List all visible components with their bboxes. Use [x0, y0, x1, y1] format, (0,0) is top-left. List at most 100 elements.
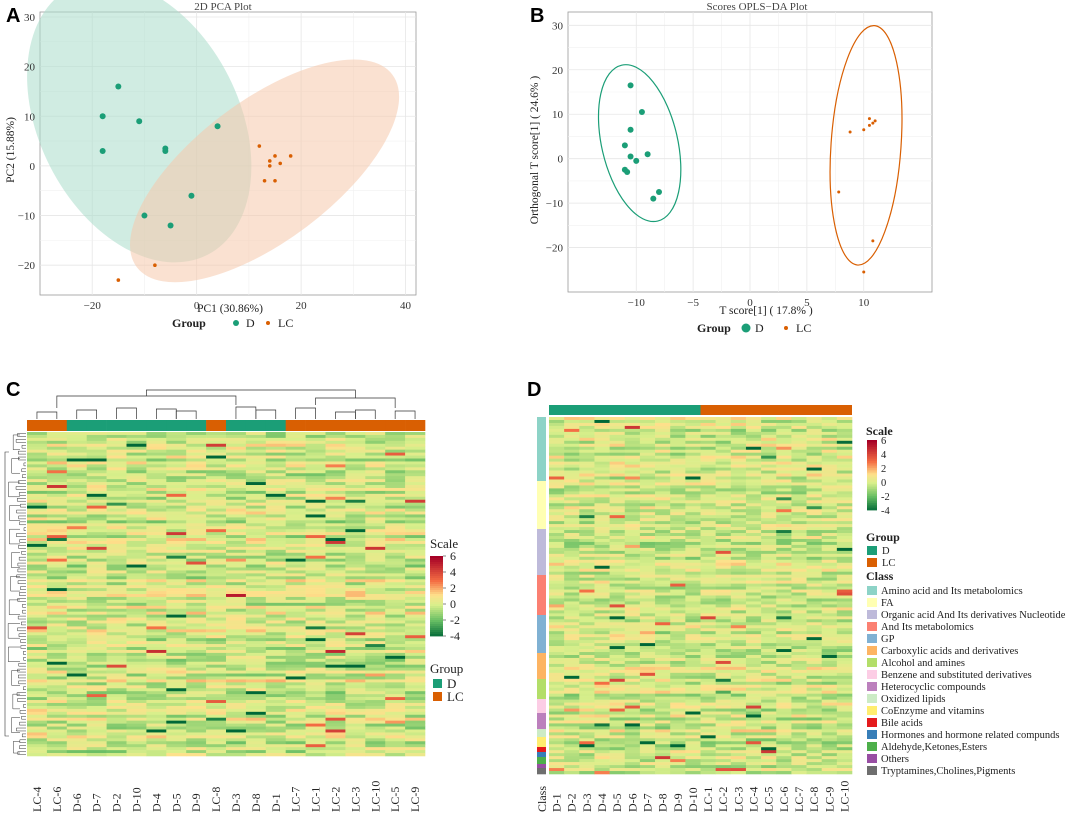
- heatmap-d-cell: [549, 631, 565, 635]
- heatmap-c-cell: [245, 685, 267, 689]
- heatmap-c-cell: [186, 605, 207, 610]
- heatmap-d-cell: [715, 530, 732, 534]
- heatmap-c-cell: [46, 508, 68, 512]
- heatmap-c-cell: [206, 658, 227, 663]
- heatmap-c-cell: [166, 446, 187, 450]
- heatmap-c-cell: [46, 452, 68, 456]
- heatmap-d-cell: [821, 720, 838, 724]
- heatmap-c-cell: [146, 594, 167, 598]
- heatmap-c-cell: [345, 647, 366, 651]
- heatmap-d-cell: [549, 515, 565, 519]
- heatmap-d-cell: [594, 440, 610, 445]
- heatmap-c-cell: [325, 635, 346, 639]
- heatmap-d-class-block: [537, 481, 546, 530]
- heatmap-d-cell: [821, 756, 838, 760]
- heatmap-c-cell: [385, 623, 406, 627]
- heatmap-d-cell: [685, 646, 701, 650]
- heatmap-d-cell: [806, 687, 822, 691]
- heatmap-d-cell: [806, 669, 822, 674]
- heatmap-c-cell: [146, 461, 167, 465]
- heatmap-d-cell: [761, 732, 777, 736]
- heatmap-c-cell: [86, 635, 107, 639]
- heatmap-c-cell: [325, 614, 346, 618]
- heatmap-d-cell: [670, 649, 686, 653]
- heatmap-c-cell: [385, 585, 406, 589]
- heatmap-c-cell: [106, 753, 127, 757]
- heatmap-c-cell: [66, 496, 87, 501]
- heatmap-d-cell: [761, 693, 777, 697]
- heatmap-d-cell: [670, 640, 686, 644]
- heatmap-c-cell: [27, 741, 48, 745]
- heatmap-c-cell: [226, 682, 247, 686]
- heatmap-c-cell: [86, 717, 107, 721]
- heatmap-d-cell: [685, 613, 701, 617]
- heatmap-c-cell: [325, 549, 346, 554]
- heatmap-d-cell: [715, 509, 732, 513]
- heatmap-c-cell: [226, 649, 247, 654]
- heatmap-d-cell: [639, 488, 656, 492]
- heatmap-d-cell: [791, 768, 807, 772]
- heatmap-c-cell: [285, 614, 306, 618]
- heatmap-c-column-label: LC-4: [30, 787, 44, 812]
- heatmap-c-cell: [66, 517, 87, 521]
- heatmap-c-cell: [206, 591, 227, 595]
- heatmap-c-cell: [305, 647, 326, 651]
- heatmap-c-cell: [146, 738, 167, 742]
- heatmap-d-cell: [624, 538, 641, 543]
- heatmap-d-cell: [745, 765, 762, 769]
- heatmap-c-cell: [206, 705, 227, 710]
- heatmap-d-cell: [639, 428, 656, 433]
- heatmap-d-cell: [745, 723, 762, 727]
- heatmap-c-cell: [385, 526, 406, 530]
- heatmap-c-cell: [265, 582, 286, 586]
- heatmap-d-cell: [564, 568, 580, 572]
- heatmap-d-cell: [806, 604, 822, 608]
- heatmap-d-cell: [655, 506, 671, 510]
- heatmap-c-cell: [106, 661, 127, 665]
- heatmap-c-cell: [66, 732, 87, 736]
- heatmap-c-cell: [27, 464, 48, 468]
- heatmap-c-cell: [146, 511, 167, 515]
- heatmap-d-cell: [761, 580, 777, 584]
- heatmap-c-cell: [27, 461, 48, 465]
- heatmap-d-cell: [761, 461, 777, 465]
- heatmap-d-cell: [761, 762, 777, 766]
- heatmap-c-cell: [285, 664, 306, 668]
- heatmap-d-cell: [655, 547, 671, 552]
- heatmap-c-cell: [146, 555, 167, 559]
- heatmap-d-cell: [670, 544, 686, 549]
- heatmap-d-cell: [609, 759, 626, 763]
- heatmap-c-cell: [66, 685, 87, 689]
- heatmap-d-cell: [670, 669, 686, 674]
- heatmap-d-cell: [609, 562, 626, 567]
- heatmap-c-cell: [325, 564, 346, 568]
- heatmap-c-cell: [305, 608, 326, 612]
- heatmap-c-cell: [166, 661, 187, 665]
- heatmap-d-cell: [579, 660, 595, 665]
- heatmap-d-cell: [730, 524, 747, 528]
- heatmap-d-cell: [670, 613, 686, 617]
- heatmap-d-cell: [685, 717, 701, 721]
- heatmap-c-cell: [66, 470, 87, 474]
- heatmap-c-cell: [385, 582, 406, 586]
- heatmap-d-cell: [655, 723, 671, 727]
- heatmap-c-cell: [46, 632, 68, 636]
- heatmap-c-cell: [385, 620, 406, 624]
- heatmap-d-cell: [609, 649, 626, 653]
- heatmap-d-cell: [609, 613, 626, 617]
- heatmap-c-cell: [206, 596, 227, 601]
- heatmap-c-cell: [126, 641, 147, 645]
- heatmap-d-cell: [609, 765, 626, 769]
- heatmap-d-cell: [821, 541, 838, 546]
- heatmap-d-cell: [564, 562, 580, 567]
- heatmap-d-cell: [791, 449, 807, 453]
- heatmap-c-cell: [385, 473, 406, 477]
- heatmap-d-cell: [670, 595, 686, 599]
- heatmap-c-cell: [186, 641, 207, 645]
- heatmap-c-cell: [226, 517, 247, 521]
- heatmap-c-cell: [285, 726, 306, 730]
- heatmap-c-cell: [186, 520, 207, 524]
- heatmap-c-cell: [166, 744, 187, 748]
- heatmap-c-cell: [226, 476, 247, 480]
- heatmap-c-cell: [265, 688, 286, 692]
